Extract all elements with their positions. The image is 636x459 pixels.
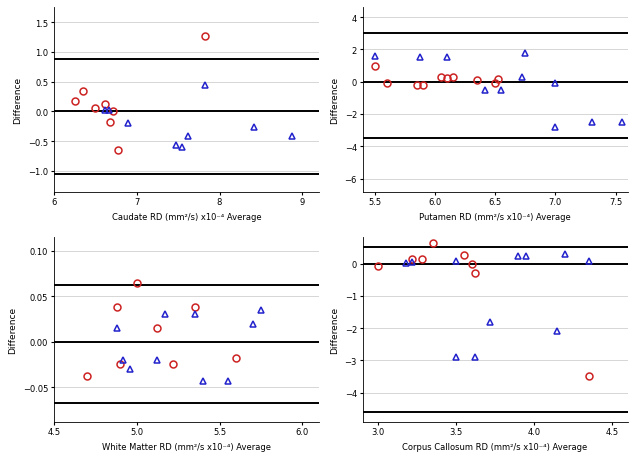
Y-axis label: Difference: Difference xyxy=(330,306,339,353)
Y-axis label: Difference: Difference xyxy=(13,77,23,124)
X-axis label: Putamen RD (mm²/s x10⁻⁴) Average: Putamen RD (mm²/s x10⁻⁴) Average xyxy=(419,212,571,221)
X-axis label: White Matter RD (mm²/s x10⁻⁴) Average: White Matter RD (mm²/s x10⁻⁴) Average xyxy=(102,442,271,451)
Y-axis label: Difference: Difference xyxy=(8,306,17,353)
X-axis label: Corpus Callosum RD (mm²/s x10⁻⁴) Average: Corpus Callosum RD (mm²/s x10⁻⁴) Average xyxy=(403,442,588,451)
X-axis label: Caudate RD (mm²/s) x10⁻⁴ Average: Caudate RD (mm²/s) x10⁻⁴ Average xyxy=(111,212,261,221)
Y-axis label: Difference: Difference xyxy=(330,77,339,124)
